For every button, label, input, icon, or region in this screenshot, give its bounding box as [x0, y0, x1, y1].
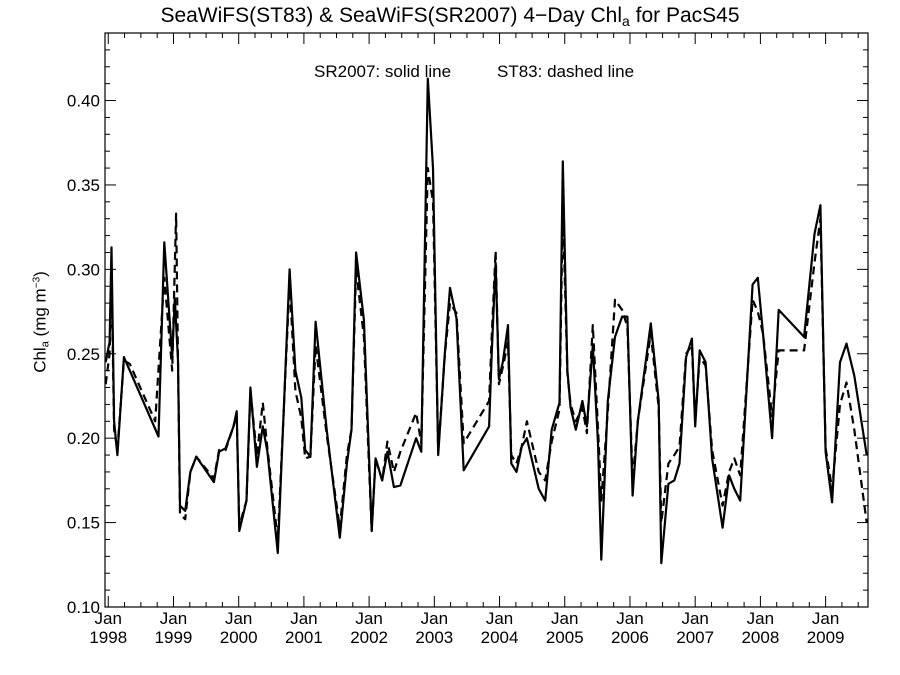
series-layer	[104, 77, 868, 565]
x-tick-label-month: Jan	[225, 609, 252, 628]
x-tick-label-month: Jan	[486, 609, 513, 628]
x-tick-label-month: Jan	[355, 609, 382, 628]
y-axis-label-subscript: a	[39, 341, 52, 348]
x-tick-label-year: 1998	[89, 628, 127, 647]
x-tick-label-month: Jan	[812, 609, 839, 628]
chart-title: SeaWiFS(ST83) & SeaWiFS(SR2007) 4−Day Ch…	[0, 4, 900, 29]
y-axis-label-unit-sup: −3	[31, 276, 43, 289]
y-tick-label: 0.10	[67, 598, 100, 617]
x-tick-label-year: 2007	[676, 628, 714, 647]
plot-area	[104, 32, 869, 608]
x-tick-label-year: 2000	[220, 628, 258, 647]
x-tick-label-year: 2009	[807, 628, 845, 647]
series-line-sr2007	[104, 77, 868, 565]
y-axis-label: Chla (mg m−3)	[31, 271, 52, 373]
x-tick-label-month: Jan	[160, 609, 187, 628]
chart-title-subscript: a	[622, 13, 630, 29]
y-tick-label: 0.25	[67, 345, 100, 364]
y-axis-label-unit-open: (mg m	[30, 288, 50, 342]
y-tick-label: 0.20	[67, 429, 100, 448]
x-tick-label-year: 2001	[285, 628, 323, 647]
y-axis-label-unit-close: )	[30, 271, 50, 277]
x-tick-label-month: Jan	[95, 609, 122, 628]
axis-ticks	[105, 33, 868, 608]
x-tick-label-month: Jan	[681, 609, 708, 628]
x-tick-label-year: 2008	[741, 628, 779, 647]
x-tick-label-month: Jan	[421, 609, 448, 628]
chart-title-suffix: for PacS45	[629, 4, 740, 27]
y-tick-label: 0.40	[67, 92, 100, 111]
x-tick-label-year: 2002	[350, 628, 388, 647]
x-tick-label-month: Jan	[747, 609, 774, 628]
y-tick-label: 0.30	[67, 260, 100, 279]
series-line-st83	[104, 167, 868, 541]
y-tick-label: 0.15	[67, 514, 100, 533]
x-tick-label-month: Jan	[551, 609, 578, 628]
chart-title-main: SeaWiFS(ST83) & SeaWiFS(SR2007) 4−Day Ch…	[160, 4, 623, 27]
x-tick-label-year: 2003	[415, 628, 453, 647]
x-tick-label-year: 1999	[155, 628, 193, 647]
x-tick-label-year: 2004	[481, 628, 519, 647]
x-tick-label-month: Jan	[616, 609, 643, 628]
axis-tick-labels: 0.100.150.200.250.300.350.40Jan1998Jan19…	[67, 92, 845, 647]
y-tick-label: 0.35	[67, 176, 100, 195]
x-tick-label-month: Jan	[290, 609, 317, 628]
annotation-st83: ST83: dashed line	[497, 62, 635, 81]
x-tick-label-year: 2006	[611, 628, 649, 647]
y-axis-label-main: Chl	[30, 347, 50, 373]
x-tick-label-year: 2005	[546, 628, 584, 647]
annotation-sr2007: SR2007: solid line	[314, 62, 452, 81]
